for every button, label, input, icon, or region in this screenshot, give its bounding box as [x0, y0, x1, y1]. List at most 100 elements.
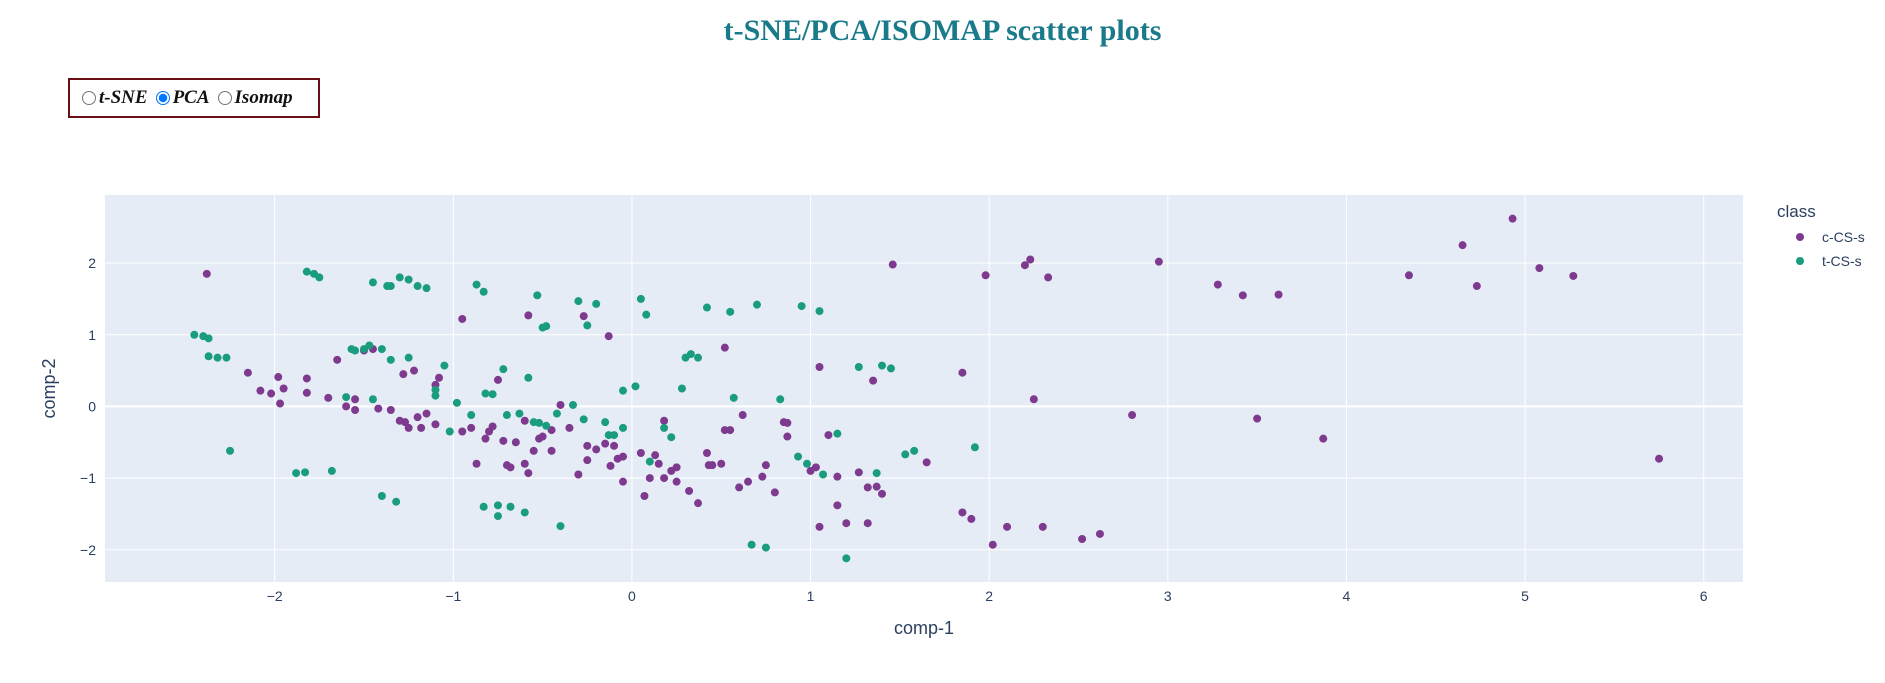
- data-point-t-cs-s[interactable]: [729, 393, 738, 402]
- data-point-c-cs-s[interactable]: [202, 269, 211, 278]
- data-point-c-cs-s[interactable]: [1569, 271, 1578, 280]
- data-point-c-cs-s[interactable]: [888, 260, 897, 269]
- data-point-t-cs-s[interactable]: [222, 353, 231, 362]
- data-point-c-cs-s[interactable]: [833, 472, 842, 481]
- data-point-t-cs-s[interactable]: [901, 450, 910, 459]
- data-point-c-cs-s[interactable]: [878, 489, 887, 498]
- data-point-t-cs-s[interactable]: [878, 361, 887, 370]
- data-point-t-cs-s[interactable]: [452, 398, 461, 407]
- data-point-c-cs-s[interactable]: [1535, 264, 1544, 273]
- data-point-c-cs-s[interactable]: [422, 409, 431, 418]
- data-point-c-cs-s[interactable]: [499, 436, 508, 445]
- data-point-t-cs-s[interactable]: [440, 361, 449, 370]
- data-point-c-cs-s[interactable]: [574, 470, 583, 479]
- data-point-t-cs-s[interactable]: [488, 390, 497, 399]
- data-point-t-cs-s[interactable]: [506, 502, 515, 511]
- data-point-c-cs-s[interactable]: [717, 459, 726, 468]
- data-point-c-cs-s[interactable]: [458, 314, 467, 323]
- data-point-t-cs-s[interactable]: [377, 492, 386, 500]
- data-point-c-cs-s[interactable]: [672, 463, 681, 472]
- data-point-c-cs-s[interactable]: [583, 441, 592, 450]
- data-point-t-cs-s[interactable]: [970, 443, 979, 452]
- data-point-t-cs-s[interactable]: [842, 554, 851, 563]
- data-point-c-cs-s[interactable]: [922, 458, 931, 467]
- data-point-t-cs-s[interactable]: [226, 446, 235, 455]
- data-point-t-cs-s[interactable]: [569, 400, 577, 409]
- data-point-c-cs-s[interactable]: [1128, 411, 1137, 420]
- data-point-t-cs-s[interactable]: [601, 418, 610, 427]
- data-point-t-cs-s[interactable]: [481, 389, 490, 398]
- data-point-c-cs-s[interactable]: [524, 311, 533, 320]
- data-point-t-cs-s[interactable]: [190, 330, 199, 339]
- data-point-c-cs-s[interactable]: [606, 461, 615, 470]
- data-point-c-cs-s[interactable]: [413, 413, 422, 422]
- data-point-c-cs-s[interactable]: [1038, 522, 1047, 531]
- data-point-c-cs-s[interactable]: [1078, 535, 1087, 543]
- data-point-c-cs-s[interactable]: [872, 482, 881, 491]
- data-point-t-cs-s[interactable]: [213, 353, 222, 362]
- radio-tsne[interactable]: [82, 91, 96, 105]
- data-point-c-cs-s[interactable]: [401, 418, 410, 427]
- data-point-t-cs-s[interactable]: [797, 302, 806, 311]
- data-point-c-cs-s[interactable]: [1044, 273, 1053, 282]
- data-point-t-cs-s[interactable]: [351, 346, 360, 355]
- data-point-c-cs-s[interactable]: [488, 422, 497, 431]
- data-point-t-cs-s[interactable]: [431, 391, 440, 400]
- data-point-c-cs-s[interactable]: [399, 370, 408, 379]
- data-point-c-cs-s[interactable]: [1458, 241, 1467, 250]
- data-point-t-cs-s[interactable]: [794, 452, 803, 461]
- data-point-c-cs-s[interactable]: [672, 477, 681, 486]
- data-point-c-cs-s[interactable]: [854, 468, 863, 477]
- data-point-t-cs-s[interactable]: [472, 280, 481, 289]
- data-point-t-cs-s[interactable]: [301, 468, 310, 477]
- data-point-c-cs-s[interactable]: [547, 446, 556, 455]
- data-point-c-cs-s[interactable]: [869, 376, 878, 385]
- data-point-c-cs-s[interactable]: [640, 492, 649, 500]
- data-point-t-cs-s[interactable]: [667, 433, 676, 442]
- data-point-c-cs-s[interactable]: [1213, 280, 1222, 289]
- data-point-c-cs-s[interactable]: [520, 459, 529, 468]
- data-point-c-cs-s[interactable]: [958, 368, 967, 377]
- data-point-c-cs-s[interactable]: [863, 483, 872, 492]
- data-point-c-cs-s[interactable]: [481, 434, 490, 443]
- data-point-t-cs-s[interactable]: [502, 411, 511, 420]
- data-point-t-cs-s[interactable]: [368, 395, 377, 404]
- data-point-c-cs-s[interactable]: [811, 463, 820, 472]
- data-point-t-cs-s[interactable]: [515, 409, 524, 418]
- data-point-t-cs-s[interactable]: [677, 384, 686, 393]
- data-point-t-cs-s[interactable]: [886, 364, 895, 373]
- data-point-t-cs-s[interactable]: [479, 287, 488, 296]
- data-point-t-cs-s[interactable]: [292, 469, 301, 478]
- data-point-c-cs-s[interactable]: [583, 456, 592, 465]
- data-point-t-cs-s[interactable]: [583, 321, 592, 330]
- data-point-t-cs-s[interactable]: [467, 411, 476, 420]
- data-point-c-cs-s[interactable]: [556, 400, 565, 409]
- data-point-t-cs-s[interactable]: [404, 275, 413, 284]
- data-point-c-cs-s[interactable]: [302, 388, 311, 397]
- data-point-t-cs-s[interactable]: [535, 418, 544, 427]
- radio-pca[interactable]: [155, 91, 170, 105]
- data-point-c-cs-s[interactable]: [243, 368, 252, 377]
- data-point-c-cs-s[interactable]: [708, 461, 717, 470]
- data-point-t-cs-s[interactable]: [752, 300, 761, 309]
- data-point-t-cs-s[interactable]: [431, 385, 440, 394]
- data-point-c-cs-s[interactable]: [538, 432, 547, 441]
- data-point-c-cs-s[interactable]: [417, 423, 426, 432]
- data-point-c-cs-s[interactable]: [1508, 214, 1517, 223]
- data-point-t-cs-s[interactable]: [747, 540, 756, 549]
- data-point-c-cs-s[interactable]: [386, 406, 395, 414]
- data-point-t-cs-s[interactable]: [365, 341, 374, 350]
- data-point-t-cs-s[interactable]: [368, 278, 377, 287]
- data-point-c-cs-s[interactable]: [1274, 290, 1283, 299]
- data-point-c-cs-s[interactable]: [685, 486, 694, 495]
- data-point-c-cs-s[interactable]: [824, 431, 833, 440]
- legend-item-c-cs-s[interactable]: c-CS-s: [1796, 229, 1865, 245]
- data-point-c-cs-s[interactable]: [604, 332, 613, 341]
- data-point-c-cs-s[interactable]: [815, 363, 824, 371]
- data-point-c-cs-s[interactable]: [833, 501, 842, 510]
- data-point-t-cs-s[interactable]: [499, 365, 508, 374]
- data-point-t-cs-s[interactable]: [815, 307, 824, 316]
- data-point-c-cs-s[interactable]: [1253, 414, 1262, 423]
- data-point-c-cs-s[interactable]: [520, 416, 529, 425]
- data-point-c-cs-s[interactable]: [1003, 522, 1012, 531]
